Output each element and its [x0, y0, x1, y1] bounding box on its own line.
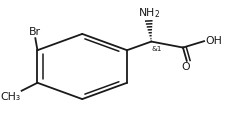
Text: Br: Br: [29, 27, 41, 37]
Text: &1: &1: [151, 46, 162, 52]
Text: NH$_2$: NH$_2$: [137, 6, 159, 20]
Text: OH: OH: [204, 36, 221, 46]
Text: O: O: [181, 62, 189, 72]
Text: CH₃: CH₃: [0, 92, 20, 102]
